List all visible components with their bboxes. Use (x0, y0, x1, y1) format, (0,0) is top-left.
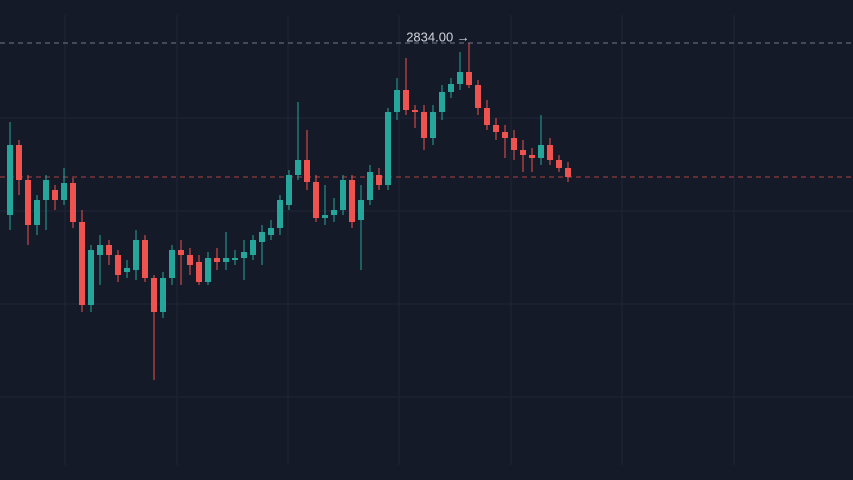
candle-body (484, 108, 490, 125)
candle-body (295, 160, 301, 175)
high-label: 2834.00 → (406, 29, 470, 44)
candle-body (349, 180, 355, 222)
candle-body (205, 258, 211, 282)
grid (0, 15, 853, 465)
candle-body (178, 250, 184, 255)
candle-body (241, 252, 247, 258)
candle-body (223, 258, 229, 262)
candle-body (97, 245, 103, 255)
candle-body (214, 258, 220, 262)
candle-body (358, 200, 364, 220)
candle-body (169, 250, 175, 278)
candle-body (160, 278, 166, 312)
candle-body (376, 175, 382, 185)
candle-body (70, 183, 76, 222)
candle-body (502, 132, 508, 138)
candle-body (421, 112, 427, 138)
candle-body (286, 175, 292, 205)
candle-body (124, 268, 130, 272)
candle-body (304, 160, 310, 182)
candle-body (79, 222, 85, 305)
candle-body (142, 240, 148, 278)
candle-body (196, 262, 202, 282)
candle-body (475, 85, 481, 108)
candle-body (268, 228, 274, 235)
candle-body (340, 180, 346, 210)
candle-body (367, 172, 373, 200)
candle-body (412, 110, 418, 112)
candle-body (250, 240, 256, 255)
candle-body (61, 183, 67, 200)
candle-body (493, 125, 499, 132)
candle-body (16, 145, 22, 180)
candle-body (34, 200, 40, 225)
candle-body (259, 232, 265, 242)
candle-body (520, 150, 526, 155)
candle-body (133, 240, 139, 270)
candle-body (430, 112, 436, 138)
candle-body (313, 182, 319, 218)
candle-body (394, 90, 400, 112)
candle-body (439, 92, 445, 112)
candle-body (556, 160, 562, 168)
candle-body (529, 155, 535, 158)
candle-body (52, 190, 58, 200)
candle-body (331, 210, 337, 215)
candle-body (7, 145, 13, 215)
candle-body (106, 245, 112, 255)
candle-body (457, 72, 463, 84)
candle-body (385, 112, 391, 185)
candle-body (277, 200, 283, 228)
candle-body (403, 90, 409, 110)
candle-body (448, 84, 454, 92)
candle-body (43, 180, 49, 200)
candle-body (322, 215, 328, 218)
candle-body (232, 258, 238, 260)
candle-body (151, 278, 157, 312)
candle-body (565, 168, 571, 177)
candle-body (511, 138, 517, 150)
candle-body (115, 255, 121, 275)
candle-body (466, 72, 472, 85)
candle-body (538, 145, 544, 158)
candle-body (187, 255, 193, 265)
candle-body (25, 180, 31, 225)
candle-body (88, 250, 94, 305)
candle-body (547, 145, 553, 160)
